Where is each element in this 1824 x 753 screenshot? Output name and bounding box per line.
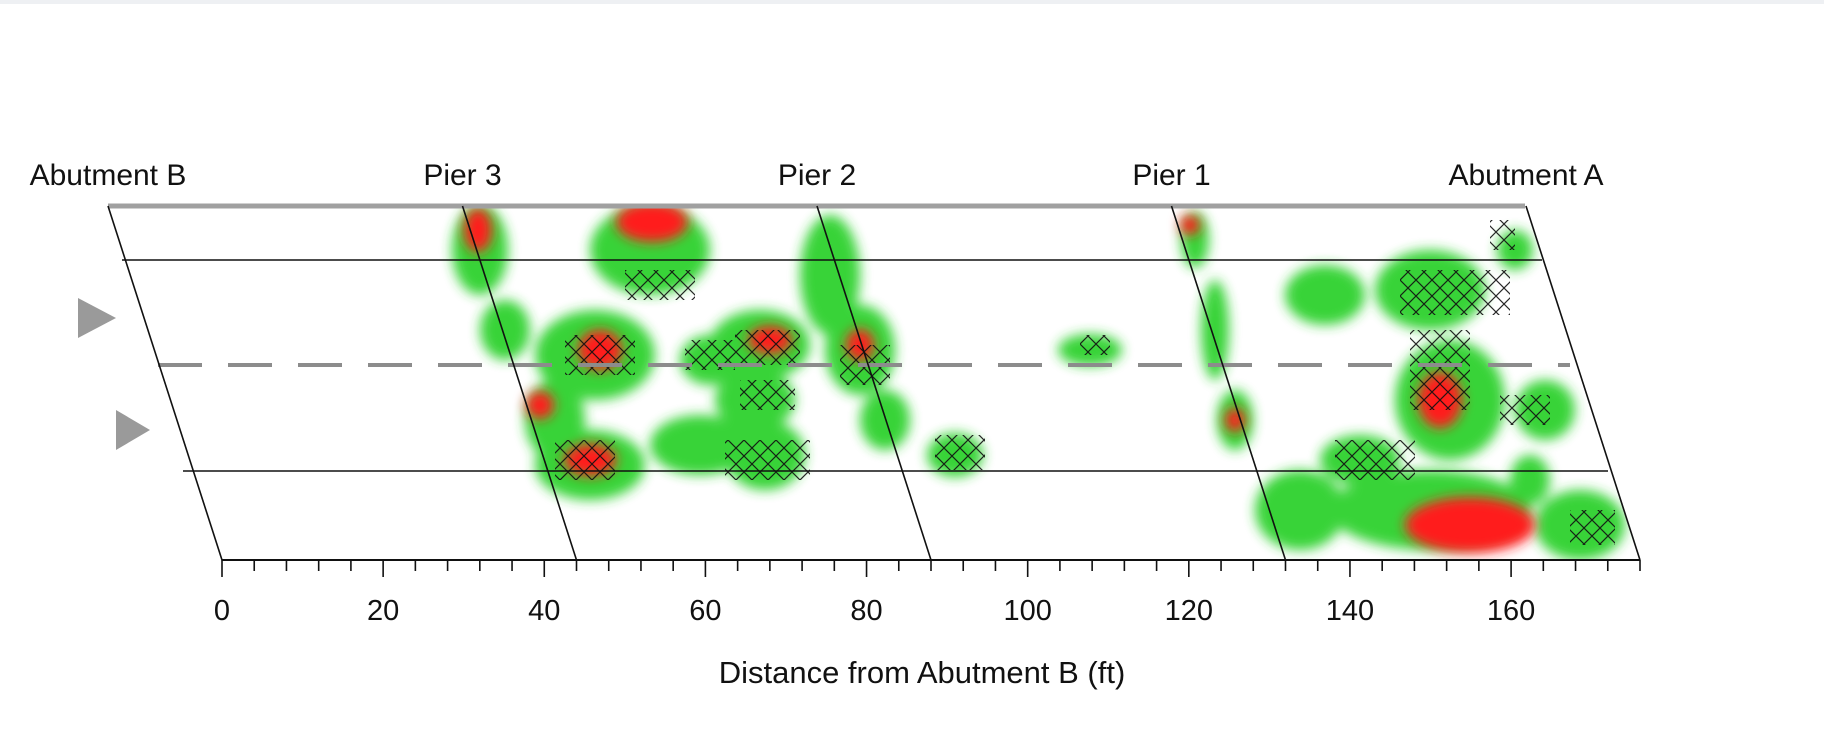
x-axis: 0 20 40 60 80 100 120 140 160	[214, 559, 1641, 627]
direction-arrow-lower	[116, 410, 150, 450]
x-tick-label: 40	[528, 595, 560, 627]
condition-contours	[452, 206, 1625, 560]
support-line-abutment-a	[1525, 205, 1641, 561]
support-line-pier-2	[816, 205, 932, 561]
traffic-direction-markers	[78, 298, 150, 450]
support-label-pier-2: Pier 2	[778, 159, 856, 192]
support-label-pier-1: Pier 1	[1132, 159, 1210, 192]
x-tick-label: 120	[1165, 595, 1213, 627]
x-tick-label: 160	[1487, 595, 1535, 627]
direction-arrow-upper	[78, 298, 116, 338]
x-tick-label: 140	[1326, 595, 1374, 627]
support-line-abutment-b	[107, 205, 223, 561]
x-tick-label: 60	[689, 595, 721, 627]
support-label-abutment-a: Abutment A	[1448, 159, 1603, 192]
support-labels: Abutment B Pier 3 Pier 2 Pier 1 Abutment A	[30, 159, 1604, 192]
support-line-pier-1	[1170, 205, 1287, 561]
x-tick-label: 100	[1003, 595, 1051, 627]
x-tick-label: 80	[850, 595, 882, 627]
x-tick-label: 0	[214, 595, 230, 627]
support-lines	[107, 205, 1641, 561]
x-axis-label: Distance from Abutment B (ft)	[719, 655, 1126, 690]
support-label-pier-3: Pier 3	[423, 159, 501, 192]
support-line-pier-3	[461, 205, 578, 561]
x-tick-label: 20	[367, 595, 399, 627]
support-label-abutment-b: Abutment B	[30, 159, 187, 192]
top-edge-strip	[0, 0, 1824, 4]
delamination-hatching	[555, 220, 1615, 545]
